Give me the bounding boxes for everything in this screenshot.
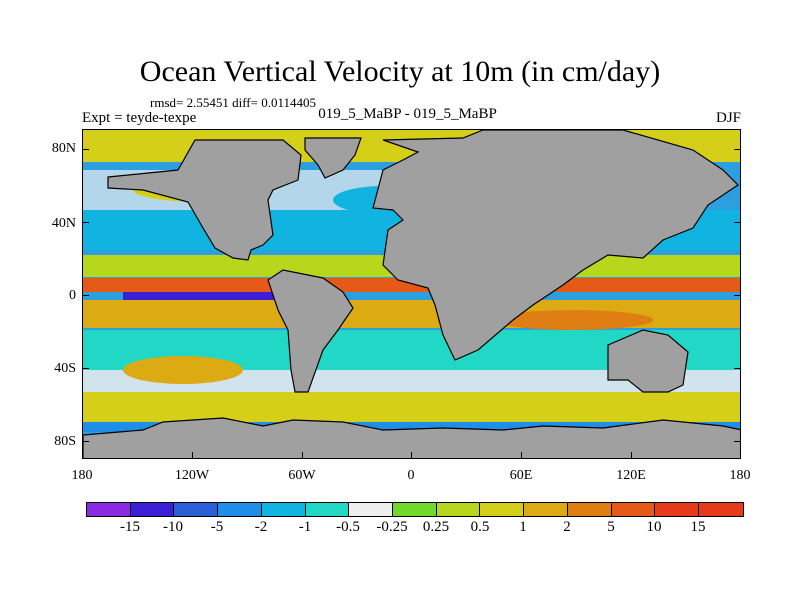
colorbar-swatch	[655, 503, 700, 516]
colorbar-swatch	[524, 503, 568, 516]
lon-tick	[631, 452, 632, 459]
colorbar-swatch	[699, 503, 743, 516]
colorbar-label: 5	[607, 519, 615, 535]
colorbar-label: 0.25	[422, 519, 450, 535]
colorbar-swatch	[174, 503, 219, 516]
season-label: DJF	[715, 110, 741, 126]
lat-tick	[82, 368, 89, 369]
colorbar-label: -2	[254, 519, 268, 535]
stats-label: rmsd= 2.55451 diff= 0.0114405	[150, 95, 316, 110]
gyre-south-pacific	[123, 356, 243, 384]
greenland-land	[304, 137, 362, 179]
lat-tick	[82, 441, 89, 442]
eurasia-africa-land	[372, 130, 739, 361]
colorbar-swatch	[305, 503, 350, 516]
colorbar	[86, 502, 744, 517]
lat-tick	[82, 222, 89, 223]
experiment-label: Expt = teyde-texpe	[82, 110, 197, 126]
lon-label-180w: 180	[71, 468, 93, 483]
colorbar-swatch	[567, 503, 612, 516]
band-equator-down	[123, 292, 343, 300]
colorbar-label: 0.5	[470, 519, 490, 535]
band-south-white	[83, 370, 740, 392]
band-antarctic-coast	[83, 422, 740, 432]
south-america-land	[267, 269, 354, 393]
land-masses	[83, 130, 740, 458]
lat-tick	[734, 222, 741, 223]
lat-label-0: 0	[69, 288, 76, 303]
colorbar-label: -1	[298, 519, 312, 535]
lon-label-120e: 120E	[616, 468, 646, 483]
gyre-indian	[493, 310, 653, 330]
velocity-field	[83, 130, 740, 458]
lon-label-0: 0	[407, 468, 415, 483]
lat-label-40n: 40N	[51, 216, 76, 231]
colorbar-swatch	[611, 503, 656, 516]
figure-title: Ocean Vertical Velocity at 10m (in cm/da…	[139, 55, 661, 88]
colorbar-swatch	[349, 503, 394, 516]
colorbar-label: -10	[163, 519, 183, 535]
colorbar-swatch	[436, 503, 481, 516]
lon-tick	[302, 452, 303, 459]
colorbar-swatch	[480, 503, 525, 516]
lat-tick	[734, 295, 741, 296]
lon-label-180e: 180	[729, 468, 751, 483]
lon-label-60w: 60W	[288, 468, 316, 483]
lon-label-60e: 60E	[509, 468, 533, 483]
lon-label-120w: 120W	[174, 468, 210, 483]
north-america-land	[107, 139, 302, 261]
colorbar-label: 15	[690, 519, 706, 535]
band-southern-ocean	[83, 392, 740, 422]
colorbar-swatch	[393, 503, 437, 516]
colorbar-label: -15	[120, 519, 140, 535]
lat-tick	[734, 441, 741, 442]
lat-tick	[82, 295, 89, 296]
lat-label-80n: 80N	[51, 141, 76, 156]
map-panel	[82, 129, 741, 459]
colorbar-label: 2	[563, 519, 571, 535]
lat-tick	[82, 149, 89, 150]
lat-tick	[734, 149, 741, 150]
colorbar-label: -5	[210, 519, 224, 535]
colorbar-label: -0.5	[336, 519, 360, 535]
colorbar-swatch	[218, 503, 262, 516]
lon-tick	[411, 452, 412, 459]
colorbar-swatch	[261, 503, 306, 516]
colorbar-swatch	[130, 503, 175, 516]
colorbar-label: -0.25	[376, 519, 408, 535]
band-equator-upwelling	[83, 278, 740, 292]
lon-tick	[521, 452, 522, 459]
colorbar-label: 1	[519, 519, 527, 535]
lat-label-40s: 40S	[54, 361, 76, 376]
runs-label: 019_5_MaBP - 019_5_MaBP	[318, 106, 497, 122]
colorbar-swatch	[87, 503, 131, 516]
lat-label-80s: 80S	[54, 434, 76, 449]
antarctica-land	[83, 417, 740, 458]
lon-tick	[192, 452, 193, 459]
australia-land	[607, 329, 689, 393]
colorbar-label: 10	[646, 519, 662, 535]
lat-tick	[734, 368, 741, 369]
